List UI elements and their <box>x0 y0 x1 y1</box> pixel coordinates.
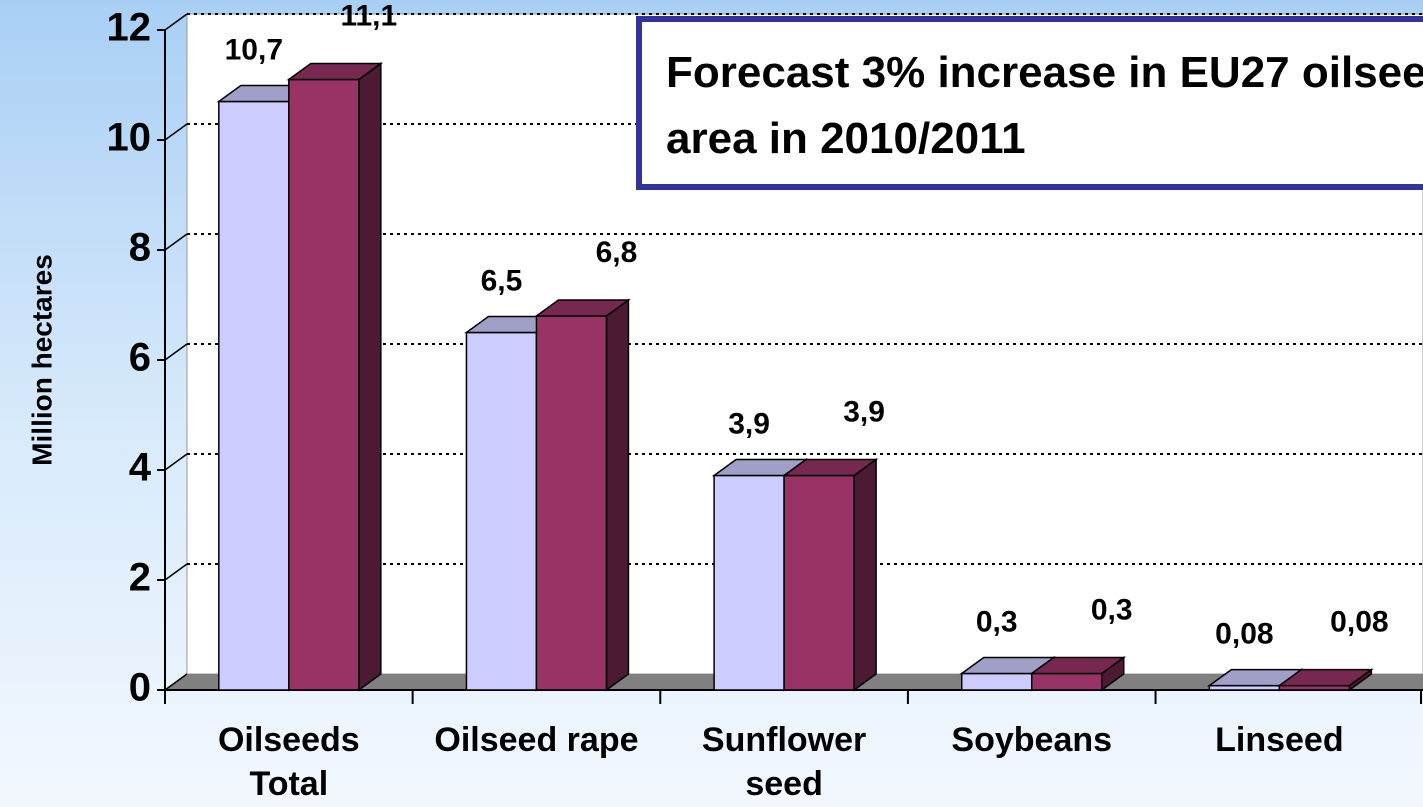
value-label: 3,9 <box>843 395 885 428</box>
annotation-box: Forecast 3% increase in EU27 oilseed are… <box>636 16 1423 190</box>
bar <box>1030 672 1103 691</box>
annotation: Forecast 3% increase in EU27 oilseed are… <box>666 48 1423 163</box>
value-label: 0,3 <box>1091 593 1133 626</box>
value-label: 3,9 <box>728 407 770 440</box>
y-tick-diagonal <box>164 123 188 141</box>
bar-side <box>605 298 630 692</box>
y-tick-label: 2 <box>129 556 151 600</box>
bar <box>288 78 360 691</box>
value-label: 6,8 <box>596 236 638 269</box>
y-tick-diagonal <box>164 673 188 691</box>
bar-top <box>1277 668 1374 687</box>
x-tick-label: Linseed <box>1215 721 1344 759</box>
x-tick-label: Sunflower seed <box>701 721 867 803</box>
bar <box>465 331 538 691</box>
value-label: 11,1 <box>340 0 397 32</box>
x-tick-label: Oilseed rape <box>434 721 639 759</box>
y-tick-label: 10 <box>107 116 152 160</box>
y-tick-label: 0 <box>129 666 151 710</box>
value-label: 6,5 <box>481 264 523 297</box>
bar-side <box>853 458 877 692</box>
y-tick-diagonal <box>164 233 188 251</box>
bar <box>783 474 855 691</box>
bar <box>218 100 290 691</box>
bar-top <box>1029 656 1127 675</box>
x-tick-label: Soybeans <box>951 721 1113 759</box>
bar <box>960 672 1033 691</box>
bar-top <box>286 62 384 81</box>
y-axis-label: Million hectares <box>26 254 57 466</box>
value-label: 0,08 <box>1330 606 1388 639</box>
y-tick-label: 4 <box>129 446 152 490</box>
bar-top <box>781 458 879 477</box>
y-tick-diagonal <box>164 343 188 361</box>
y-tick-diagonal <box>164 13 188 31</box>
value-label: 0,3 <box>976 605 1018 638</box>
x-tick-label: Oilseeds Total <box>217 721 360 803</box>
bar <box>713 474 785 691</box>
bar-side <box>358 62 382 692</box>
bar-top <box>534 299 631 317</box>
y-tick-label: 8 <box>129 226 151 270</box>
bar <box>535 315 608 691</box>
y-tick-diagonal <box>164 453 188 471</box>
value-label: 0,08 <box>1215 618 1273 651</box>
y-tick-label: 12 <box>107 6 152 50</box>
value-label: 10,7 <box>225 33 283 66</box>
y-tick-label: 6 <box>129 336 151 380</box>
y-tick-diagonal <box>164 563 188 581</box>
